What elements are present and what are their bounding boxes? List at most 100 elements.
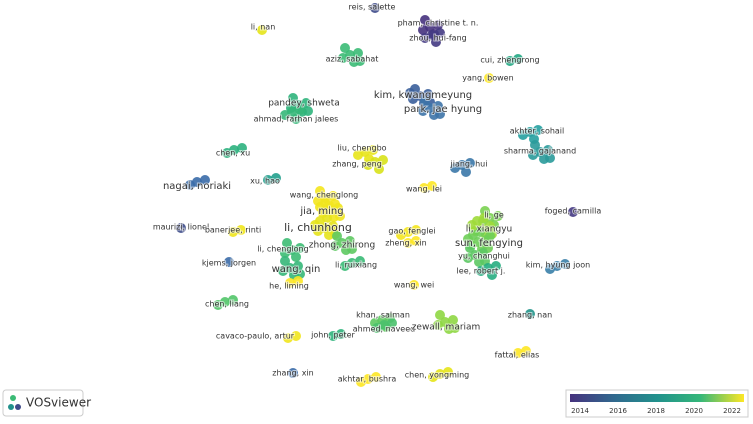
node-bubble — [476, 266, 486, 276]
node-cluster — [428, 367, 453, 382]
legend-tick-label: 2016 — [609, 407, 627, 415]
node-label: gao, fenglei — [388, 227, 435, 236]
node-bubble — [427, 181, 437, 191]
node-cluster — [420, 28, 445, 47]
node-bubble — [513, 54, 523, 64]
logo-dot — [10, 395, 16, 401]
node-bubble — [213, 300, 223, 310]
node-cluster — [280, 238, 305, 262]
node-cluster — [396, 225, 421, 240]
node-bubble — [288, 93, 298, 103]
node-bubble — [420, 33, 430, 43]
node-cluster — [257, 25, 267, 35]
node-label: reis, salette — [349, 3, 396, 12]
node-bubble — [332, 231, 342, 241]
node-cluster — [419, 181, 437, 193]
node-label: li, chenglong — [257, 245, 308, 254]
node-bubble — [328, 331, 338, 341]
node-bubble — [363, 160, 373, 170]
node-label: fattal, elias — [495, 351, 540, 360]
logo-dot — [15, 404, 21, 410]
node-bubble — [293, 261, 303, 271]
node-label: zhang, peng — [332, 160, 382, 169]
node-bubble — [291, 252, 301, 262]
node-bubble — [370, 3, 380, 13]
node-cluster — [285, 276, 303, 288]
node-label: xu, hao — [250, 177, 280, 186]
node-bubble — [310, 220, 320, 230]
node-bubble — [356, 377, 366, 387]
node-label: li, xiangyu — [466, 225, 513, 235]
node-bubble — [450, 163, 460, 173]
node-cluster — [372, 318, 397, 333]
node-label: sun, fengying — [455, 238, 523, 249]
node-label: li, nan — [251, 23, 276, 32]
node-cluster — [505, 54, 523, 66]
node-bubble — [560, 259, 570, 269]
node-bubble — [328, 221, 338, 231]
node-bubble — [433, 101, 443, 111]
node-bubble — [224, 257, 234, 267]
bubble-layer — [176, 3, 578, 387]
node-bubble — [378, 155, 388, 165]
node-label: jiang, hui — [450, 160, 488, 169]
node-label: akhter, sohail — [510, 127, 565, 136]
node-bubble — [533, 125, 543, 135]
node-cluster — [288, 368, 298, 378]
node-label: jia, ming — [299, 206, 343, 217]
label-layer: reis, salette li, nan pham, christine t. n… — [152, 2, 603, 385]
node-cluster — [528, 140, 555, 164]
node-bubble — [530, 140, 540, 150]
node-bubble — [301, 98, 311, 108]
node-bubble — [478, 248, 488, 258]
node-cluster — [278, 256, 305, 280]
node-bubble — [340, 261, 350, 271]
legend-tick-label: 2014 — [571, 407, 589, 415]
node-cluster — [525, 309, 535, 319]
node-cluster — [433, 310, 460, 334]
node-bubble — [525, 309, 535, 319]
node-cluster — [283, 331, 301, 343]
node-bubble — [283, 333, 293, 343]
node-bubble — [338, 53, 348, 63]
node-label: yu, changhui — [458, 252, 510, 261]
node-bubble — [448, 315, 458, 325]
node-bubble — [330, 241, 340, 251]
node-label: he, liming — [269, 282, 309, 291]
node-bubble — [280, 110, 290, 120]
node-label: liu, chengbo — [337, 144, 386, 153]
node-cluster — [315, 198, 345, 222]
node-label: zhang, xin — [272, 369, 313, 378]
color-legend: 2014 2016 2018 2020 2022 — [565, 389, 749, 418]
node-bubble — [491, 261, 501, 271]
node-bubble — [340, 43, 350, 53]
node-bubble — [411, 236, 421, 246]
node-label: nagai, noriaki — [163, 181, 231, 192]
node-label: park, jae hyung — [404, 104, 482, 115]
node-bubble — [479, 213, 489, 223]
node-label: chen, yongming — [405, 371, 470, 380]
brand[interactable]: VOSviewer — [2, 389, 91, 417]
node-bubble — [545, 264, 555, 274]
node-bubble — [228, 295, 238, 305]
node-bubble — [433, 20, 443, 30]
node-label: foged, camilla — [545, 207, 602, 216]
node-bubble — [403, 238, 413, 248]
node-cluster — [370, 3, 380, 13]
node-cluster — [224, 257, 234, 267]
node-bubble — [200, 175, 210, 185]
node-bubble — [543, 145, 553, 155]
node-label: zheng, xin — [385, 239, 426, 248]
node-bubble — [291, 114, 301, 124]
node-bubble — [431, 37, 441, 47]
node-label: aziz, sabahat — [326, 55, 379, 64]
node-bubble — [280, 248, 290, 258]
node-bubble — [368, 145, 378, 155]
node-bubble — [347, 244, 357, 254]
node-label: sharma, gajanand — [504, 147, 576, 156]
node-label: zewall, mariam — [412, 323, 481, 333]
node-bubble — [282, 238, 292, 248]
node-label: pham, christine t. n. — [398, 19, 479, 28]
node-bubble — [293, 276, 303, 286]
node-cluster — [228, 225, 246, 237]
